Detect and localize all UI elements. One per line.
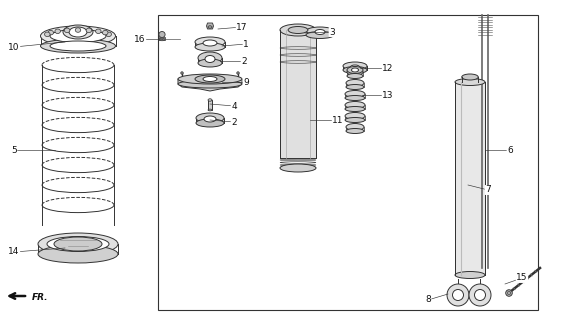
- Ellipse shape: [44, 32, 50, 36]
- Text: 10: 10: [8, 43, 20, 52]
- Ellipse shape: [306, 27, 334, 35]
- Ellipse shape: [346, 84, 364, 90]
- Ellipse shape: [181, 72, 183, 74]
- Polygon shape: [159, 37, 165, 40]
- Ellipse shape: [159, 31, 165, 37]
- Ellipse shape: [208, 109, 212, 111]
- Ellipse shape: [75, 28, 81, 32]
- Text: 2: 2: [241, 57, 247, 66]
- Ellipse shape: [55, 29, 61, 34]
- Ellipse shape: [47, 236, 109, 252]
- Text: 2: 2: [231, 117, 237, 126]
- Bar: [158, 15, 538, 310]
- Ellipse shape: [38, 245, 118, 263]
- Polygon shape: [178, 79, 242, 91]
- Polygon shape: [207, 23, 213, 29]
- Text: 15: 15: [516, 274, 528, 283]
- Ellipse shape: [204, 116, 216, 122]
- Ellipse shape: [452, 290, 463, 300]
- Ellipse shape: [50, 29, 106, 43]
- Ellipse shape: [198, 59, 222, 67]
- Ellipse shape: [159, 38, 165, 41]
- Ellipse shape: [343, 62, 367, 70]
- Text: FR.: FR.: [32, 293, 48, 302]
- Ellipse shape: [69, 27, 87, 37]
- Ellipse shape: [345, 95, 365, 100]
- Ellipse shape: [40, 26, 115, 46]
- Ellipse shape: [351, 68, 358, 72]
- Ellipse shape: [447, 284, 469, 306]
- Ellipse shape: [474, 290, 485, 300]
- Bar: [455, 82, 485, 275]
- Ellipse shape: [38, 233, 118, 255]
- Text: 12: 12: [383, 63, 394, 73]
- Ellipse shape: [195, 37, 225, 47]
- Ellipse shape: [96, 29, 101, 34]
- Text: 3: 3: [329, 28, 335, 36]
- Bar: [280, 30, 316, 158]
- Text: 1: 1: [243, 39, 249, 49]
- Ellipse shape: [63, 25, 93, 39]
- Text: 14: 14: [8, 247, 20, 257]
- Ellipse shape: [196, 119, 224, 127]
- Ellipse shape: [195, 75, 225, 83]
- Text: 11: 11: [332, 116, 344, 124]
- Ellipse shape: [288, 27, 308, 34]
- Text: 9: 9: [243, 77, 249, 86]
- Ellipse shape: [455, 271, 485, 278]
- Ellipse shape: [280, 164, 316, 172]
- Ellipse shape: [198, 52, 222, 64]
- Ellipse shape: [280, 24, 316, 36]
- Ellipse shape: [54, 237, 102, 251]
- Ellipse shape: [103, 30, 108, 35]
- Ellipse shape: [48, 30, 54, 35]
- Text: 7: 7: [485, 186, 491, 195]
- Ellipse shape: [203, 76, 217, 82]
- Ellipse shape: [350, 65, 359, 69]
- Ellipse shape: [507, 291, 511, 295]
- Ellipse shape: [178, 74, 242, 84]
- Ellipse shape: [347, 74, 363, 78]
- Ellipse shape: [65, 28, 70, 33]
- Ellipse shape: [346, 129, 364, 133]
- Ellipse shape: [345, 107, 365, 111]
- Ellipse shape: [237, 72, 239, 74]
- Text: 6: 6: [507, 146, 513, 155]
- Ellipse shape: [208, 99, 212, 101]
- Ellipse shape: [40, 39, 115, 53]
- Ellipse shape: [347, 67, 363, 74]
- Text: 17: 17: [236, 22, 248, 31]
- Ellipse shape: [106, 32, 111, 36]
- Ellipse shape: [306, 31, 334, 38]
- Ellipse shape: [195, 43, 225, 51]
- Text: 4: 4: [231, 101, 237, 110]
- Ellipse shape: [205, 55, 215, 62]
- Ellipse shape: [346, 124, 364, 131]
- Text: 16: 16: [134, 35, 146, 44]
- Ellipse shape: [345, 113, 365, 119]
- Ellipse shape: [343, 67, 367, 74]
- Ellipse shape: [345, 117, 365, 123]
- Ellipse shape: [346, 79, 364, 86]
- Ellipse shape: [345, 101, 365, 108]
- Ellipse shape: [462, 74, 478, 80]
- Ellipse shape: [208, 26, 212, 28]
- Text: 8: 8: [425, 295, 431, 305]
- Ellipse shape: [506, 290, 512, 296]
- Ellipse shape: [196, 113, 224, 123]
- Ellipse shape: [345, 91, 365, 98]
- Ellipse shape: [50, 41, 106, 51]
- Ellipse shape: [86, 28, 92, 33]
- Ellipse shape: [315, 29, 325, 35]
- Ellipse shape: [203, 40, 217, 46]
- Text: 5: 5: [11, 146, 17, 155]
- Text: 13: 13: [382, 91, 394, 100]
- Ellipse shape: [347, 68, 363, 76]
- Ellipse shape: [455, 78, 485, 85]
- Ellipse shape: [178, 80, 242, 88]
- Ellipse shape: [469, 284, 491, 306]
- Bar: [208, 100, 212, 110]
